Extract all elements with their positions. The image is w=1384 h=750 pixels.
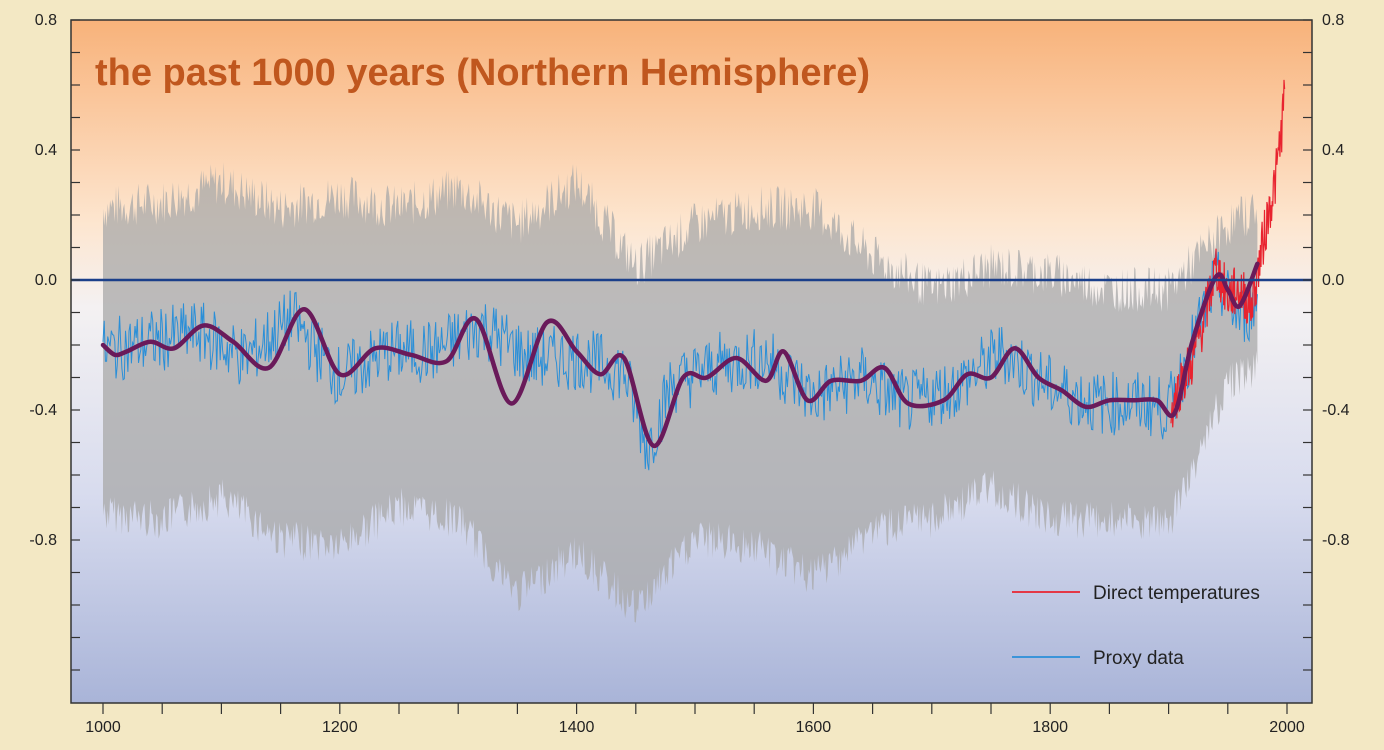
uncertainty-band-area xyxy=(103,162,1258,623)
x-tick-label: 1200 xyxy=(322,719,358,736)
uncertainty-band xyxy=(103,162,1258,623)
y-tick-label-right: -0.8 xyxy=(1322,532,1350,549)
legend: Direct temperatures Proxy data xyxy=(1012,583,1260,669)
y-tick-label-right: -0.4 xyxy=(1322,402,1350,419)
plot-frame xyxy=(70,19,1313,704)
legend-label: Direct temperatures xyxy=(1093,583,1260,604)
smoothed-series xyxy=(100,261,1260,449)
x-tick-label: 1000 xyxy=(85,719,121,736)
x-tick-label: 2000 xyxy=(1269,719,1305,736)
y-tick-label-left: -0.8 xyxy=(29,532,57,549)
proxy-data-line xyxy=(102,249,1258,471)
y-tick-label-right: 0.8 xyxy=(1322,12,1344,29)
y-tick-label-left: -0.4 xyxy=(29,402,57,419)
y-tick-label-left: 0.8 xyxy=(35,12,57,29)
x-tick-label: 1400 xyxy=(559,719,595,736)
x-tick-label: 1600 xyxy=(796,719,832,736)
y-tick-label-right: 0.4 xyxy=(1322,142,1344,159)
proxy-data-series xyxy=(102,249,1258,471)
chart-title: the past 1000 years (Northern Hemisphere… xyxy=(95,52,870,94)
smoothed-line xyxy=(100,261,1260,449)
x-tick-label: 1800 xyxy=(1032,719,1068,736)
y-tick-label-right: 0.0 xyxy=(1322,272,1344,289)
legend-label: Proxy data xyxy=(1093,648,1184,669)
y-tick-label-left: 0.4 xyxy=(35,142,57,159)
axes: 0.8 0.8 0.4 0.4 0.0 0.0 -0.4 -0.4 -0.8 -0.8 1000 12… xyxy=(29,12,1349,736)
y-tick-label-left: 0.0 xyxy=(35,272,57,289)
